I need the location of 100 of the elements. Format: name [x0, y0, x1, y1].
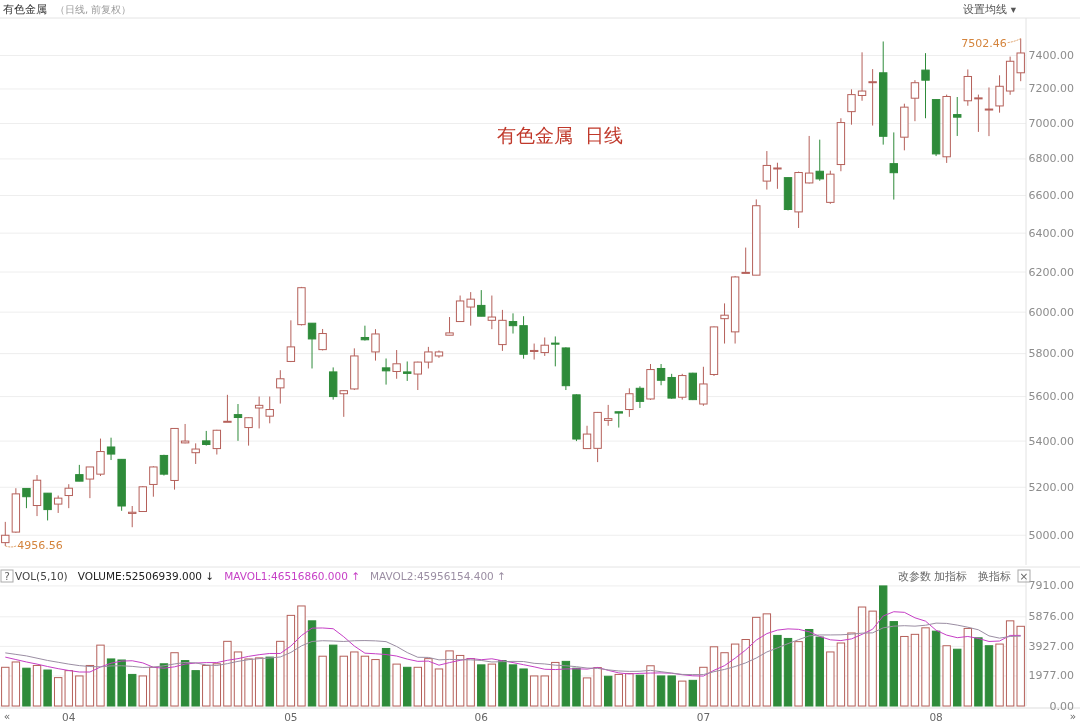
candlestick: [477, 289, 486, 317]
bar: [572, 667, 581, 707]
bar: [191, 670, 200, 707]
candlestick: [995, 74, 1004, 114]
candlestick: [741, 247, 750, 274]
bar: [730, 643, 740, 707]
candlestick: [656, 363, 666, 386]
y-tick-label: 5876.00: [1028, 610, 1074, 624]
y-tick-label: 7200.00: [1028, 82, 1074, 96]
candlestick: [128, 505, 137, 528]
bar: [635, 674, 645, 707]
x-tick-label: 06: [474, 711, 489, 723]
candlestick: [868, 68, 877, 127]
line-series: [4, 611, 1022, 677]
candlestick: [22, 487, 31, 509]
bar: [403, 666, 412, 707]
bar: [625, 673, 634, 707]
candlestick: [487, 295, 497, 330]
bar: [741, 639, 750, 707]
candlestick: [910, 79, 920, 122]
candlestick: [445, 316, 454, 336]
bar: [328, 644, 338, 707]
candlestick: [889, 131, 898, 201]
text: MAVOL1:46516860.000 ↑: [224, 570, 361, 582]
candlestick: [286, 319, 296, 363]
bar: [159, 663, 169, 707]
candlestick: [815, 139, 824, 182]
bar: [910, 633, 920, 707]
candlestick: [773, 162, 782, 190]
candlestick: [191, 442, 200, 465]
x-tick-label: 05: [284, 711, 298, 723]
bar: [995, 643, 1004, 707]
candlestick: [233, 403, 243, 442]
candlestick: [392, 349, 401, 380]
candlestick: [64, 483, 73, 509]
annotation: ?: [4, 570, 10, 582]
bar: [868, 610, 877, 707]
y-tick-label: 0.00: [1049, 699, 1074, 713]
candlestick: [254, 396, 264, 429]
candlestick: [953, 96, 962, 137]
bar: [477, 664, 486, 707]
bar: [233, 651, 243, 707]
bar: [286, 614, 296, 707]
candlestick: [307, 322, 317, 369]
y-tick-label: 5000.00: [1028, 528, 1074, 542]
candlestick: [667, 373, 676, 400]
candlestick: [212, 429, 222, 456]
bar: [128, 673, 137, 707]
candlestick: [265, 396, 274, 424]
candlestick: [974, 94, 983, 133]
bar: [1016, 625, 1025, 707]
bar: [593, 667, 602, 707]
chart-title: VOL(5,10): [15, 570, 68, 582]
candlestick: [921, 52, 930, 119]
candlestick: [381, 357, 391, 386]
bar: [381, 647, 391, 707]
candlestick: [678, 373, 687, 401]
bar: [508, 664, 518, 707]
candlestick: [625, 387, 634, 418]
bar: [307, 620, 317, 707]
candlestick: [551, 335, 560, 367]
bar: [720, 652, 729, 707]
candlestick: [847, 88, 856, 126]
annotation: 加指标: [933, 570, 967, 582]
candlestick: [455, 295, 465, 323]
bar: [900, 635, 909, 707]
line-series: [4, 622, 1022, 676]
bar: [339, 655, 348, 707]
y-tick-label: 5400.00: [1028, 434, 1074, 448]
bar: [1, 666, 10, 707]
y-tick-label: 6800.00: [1028, 152, 1074, 166]
bar: [106, 658, 116, 707]
x-tick-label: 08: [929, 711, 943, 723]
bar: [223, 640, 232, 707]
bar: [582, 677, 592, 707]
bar: [455, 654, 465, 707]
bar: [487, 663, 497, 707]
bar: [921, 627, 930, 707]
bar: [96, 644, 105, 707]
bar: [434, 668, 444, 707]
bar: [614, 673, 623, 707]
candlestick: [276, 369, 285, 405]
y-tick-label: 6400.00: [1028, 226, 1074, 240]
bar: [551, 661, 560, 707]
bar: [688, 679, 698, 707]
bar: [836, 642, 846, 707]
bar: [371, 659, 380, 707]
bar: [974, 637, 983, 707]
bar: [138, 675, 147, 707]
bar: [466, 658, 475, 707]
y-tick-label: 5600.00: [1028, 390, 1074, 404]
bar: [942, 645, 951, 707]
bar: [180, 660, 190, 707]
bar: [963, 627, 973, 707]
candlestick: [1016, 38, 1025, 82]
bar: [656, 675, 666, 707]
y-tick-label: 7000.00: [1028, 116, 1074, 130]
bar: [667, 675, 676, 707]
chart-subtitle: （日线, 前复权）: [55, 3, 132, 15]
candlestick: [85, 466, 95, 499]
